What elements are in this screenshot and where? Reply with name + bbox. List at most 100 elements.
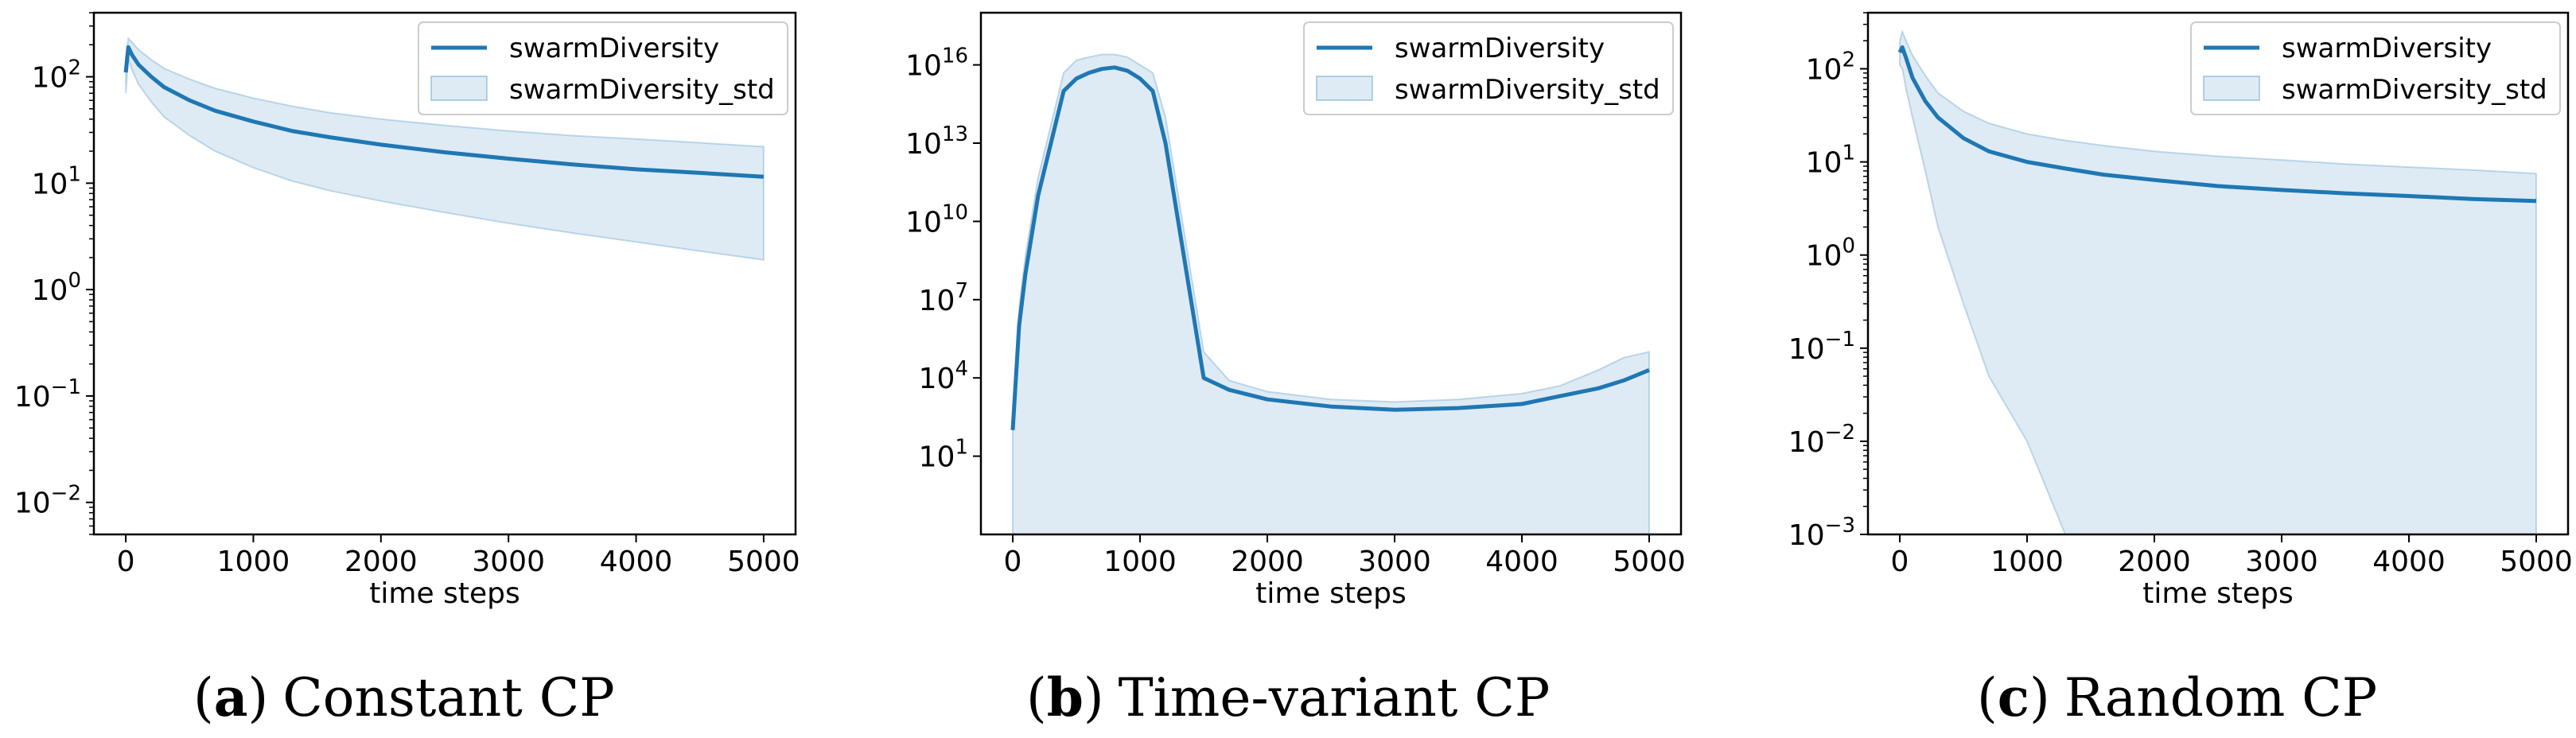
y-tick-base: 10 (1788, 519, 1825, 552)
caption-title: Random CP (2064, 667, 2378, 728)
legend-entry-label: swarmDiversity (509, 33, 719, 64)
legend-entry-label: swarmDiversity_std (509, 74, 775, 106)
y-tick-exponent: 0 (1842, 235, 1855, 258)
std-band (125, 36, 765, 261)
x-tick-label: 0 (117, 546, 135, 578)
y-tick-exponent: 1 (955, 436, 968, 460)
x-tick-label: 5000 (1613, 546, 1686, 578)
y-tick-exponent: 1 (1842, 142, 1855, 165)
y-tick-exponent: 13 (942, 122, 968, 146)
legend-box (1303, 21, 1674, 115)
y-tick-label: 104 (919, 357, 968, 395)
y-tick-label: 10−1 (1788, 328, 1855, 366)
y-tick-label: 100 (32, 269, 81, 307)
y-tick-label: 1010 (905, 200, 968, 239)
legend-entry-label: swarmDiversity (2282, 33, 2492, 64)
y-tick-base: 10 (919, 285, 955, 317)
y-tick-base: 10 (905, 206, 942, 239)
x-tick-label: 2000 (1231, 546, 1304, 578)
caption-close: ) (248, 667, 269, 728)
y-tick-label: 1016 (905, 45, 968, 83)
y-tick-exponent: 2 (68, 56, 81, 80)
y-tick-base: 10 (14, 487, 51, 520)
caption-letter: a (214, 666, 248, 728)
caption-letter: c (1998, 666, 2029, 728)
legend-box (2190, 21, 2561, 115)
y-tick-exponent: −1 (51, 375, 81, 399)
plot-area (1010, 53, 1650, 534)
y-tick-base: 10 (32, 62, 68, 95)
y-tick-base: 10 (919, 363, 955, 395)
x-tick-label: 4000 (2372, 546, 2446, 578)
y-tick-base: 10 (1806, 240, 1843, 273)
y-tick-base: 10 (32, 274, 68, 307)
plot-area (1897, 29, 2537, 534)
x-tick-label: 1000 (217, 546, 290, 578)
x-tick-label: 4000 (1485, 546, 1558, 578)
y-tick-exponent: 16 (942, 45, 968, 68)
mean-line (1897, 45, 2537, 204)
x-tick-label: 1000 (1990, 546, 2064, 578)
y-tick-label: 102 (32, 56, 81, 95)
y-tick-label: 100 (1806, 235, 1855, 273)
y-tick-base: 10 (14, 381, 51, 414)
caption-open: ( (1026, 667, 1047, 728)
x-tick-label: 2000 (2118, 546, 2191, 578)
y-tick-label: 101 (1806, 142, 1855, 180)
caption-title: Time-variant CP (1119, 667, 1551, 728)
y-tick-exponent: 0 (68, 269, 81, 293)
panel-caption: (b) Time-variant CP (1026, 666, 1550, 728)
x-tick-label: 3000 (2245, 546, 2318, 578)
legend-entry-label: swarmDiversity_std (1395, 74, 1660, 106)
y-tick-label: 10−1 (14, 375, 81, 414)
caption-close: ) (1084, 667, 1104, 728)
chart-panel-a: 0 1000 2000 3000 4000 500010−210−1100101102ti… (14, 11, 800, 728)
x-tick-label: 0 (1004, 546, 1022, 578)
x-axis-label: time steps (2142, 577, 2293, 610)
y-tick-exponent: 4 (955, 357, 968, 381)
axes-frame (92, 11, 797, 536)
x-tick-label: 1000 (1103, 546, 1177, 578)
x-tick-label: 3000 (1358, 546, 1431, 578)
x-axis-label: time steps (1255, 577, 1406, 610)
y-tick-exponent: −2 (51, 482, 81, 506)
x-tick-label: 4000 (600, 546, 673, 578)
y-tick-base: 10 (1788, 426, 1825, 459)
panel-caption: (a) Constant CP (193, 666, 615, 728)
axes-frame (1866, 11, 2570, 536)
std-band (1899, 29, 2537, 534)
y-tick-base: 10 (32, 168, 68, 200)
y-tick-exponent: −3 (1825, 514, 1855, 538)
legend-entry-label: swarmDiversity_std (2282, 74, 2547, 106)
x-tick-label: 5000 (727, 546, 800, 578)
y-tick-exponent: 10 (942, 200, 968, 224)
chart-panel-b: 0 1000 2000 3000 4000 50001011041071010101310… (905, 11, 1686, 728)
y-tick-base: 10 (1788, 333, 1825, 366)
chart-panel-c: 0 1000 2000 3000 4000 500010−310−210−11001011… (1788, 11, 2573, 728)
y-tick-label: 101 (919, 436, 968, 474)
legend: swarmDiversity swarmDiversity_std (1303, 21, 1674, 115)
legend: swarmDiversity swarmDiversity_std (2190, 21, 2561, 115)
legend-box (418, 21, 788, 115)
legend: swarmDiversity swarmDiversity_std (418, 21, 788, 115)
legend-band-swatch (1316, 76, 1373, 101)
caption-title: Constant CP (282, 667, 614, 728)
y-tick-base: 10 (905, 50, 942, 83)
x-tick-label: 5000 (2500, 546, 2573, 578)
mean-line (1010, 65, 1650, 430)
y-tick-exponent: −1 (1825, 328, 1855, 352)
caption-letter: b (1047, 666, 1084, 728)
x-tick-label: 2000 (344, 546, 418, 578)
plot-area (123, 36, 765, 261)
y-tick-label: 107 (919, 279, 968, 317)
x-axis-label: time steps (369, 577, 519, 610)
panel-caption: (c) Random CP (1977, 666, 2377, 728)
y-tick-label: 10−2 (14, 482, 81, 520)
legend-entry-label: swarmDiversity (1395, 33, 1605, 64)
y-tick-base: 10 (1806, 54, 1843, 87)
legend-band-swatch (2203, 76, 2260, 101)
y-tick-label: 102 (1806, 49, 1855, 87)
x-tick-label: 0 (1891, 546, 1909, 578)
y-tick-label: 1013 (905, 122, 968, 161)
